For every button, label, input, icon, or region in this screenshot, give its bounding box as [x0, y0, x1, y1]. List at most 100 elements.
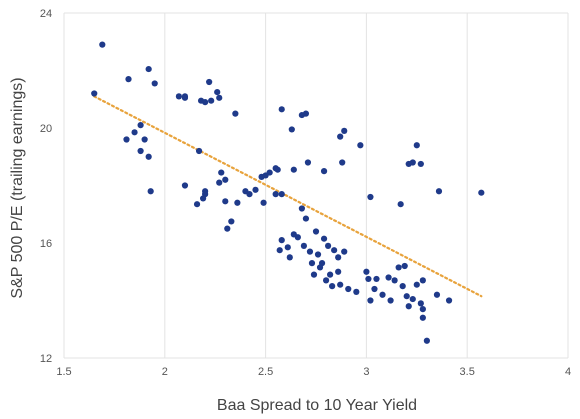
data-point — [327, 271, 334, 278]
data-point — [337, 281, 344, 288]
data-point — [151, 80, 158, 87]
data-point — [405, 303, 412, 310]
data-point — [206, 78, 213, 86]
y-tick-label: 20 — [40, 123, 52, 135]
data-point — [419, 277, 426, 284]
data-points — [91, 41, 485, 344]
data-point — [413, 281, 420, 288]
data-point — [345, 285, 352, 293]
x-tick-labels: 1.5 2 2.5 3 3.5 4 — [56, 366, 571, 378]
data-point — [181, 182, 189, 189]
data-point — [409, 295, 416, 303]
data-point — [141, 136, 148, 143]
data-point — [260, 199, 267, 206]
data-point — [385, 274, 392, 281]
x-tick-label: 1.5 — [56, 366, 71, 378]
data-point — [91, 90, 98, 97]
data-point — [337, 133, 344, 140]
data-point — [423, 337, 430, 344]
data-point — [419, 306, 426, 313]
data-point — [202, 99, 209, 106]
data-point — [373, 275, 380, 283]
data-point — [125, 76, 132, 83]
data-point — [274, 166, 281, 173]
data-point — [335, 254, 342, 261]
data-point — [306, 248, 314, 255]
data-point — [123, 136, 130, 143]
data-point — [401, 262, 408, 270]
data-point — [300, 242, 308, 249]
grid-lines — [63, 12, 569, 359]
data-point — [417, 160, 424, 168]
x-axis-title: Baa Spread to 10 Year Yield — [217, 397, 417, 414]
data-point — [294, 234, 301, 241]
data-point — [310, 271, 318, 278]
y-tick-label: 16 — [40, 238, 52, 250]
data-point — [278, 106, 285, 113]
data-point — [417, 300, 424, 307]
data-point — [208, 97, 215, 104]
data-point — [290, 166, 297, 173]
data-point — [433, 291, 441, 298]
data-point — [302, 215, 310, 222]
data-point — [145, 65, 152, 73]
data-point — [262, 172, 269, 179]
data-point — [272, 191, 279, 198]
x-tick-label: 3.5 — [460, 366, 475, 378]
data-point — [320, 168, 328, 175]
data-point — [316, 264, 324, 271]
x-tick-label: 3 — [363, 366, 369, 378]
data-point — [445, 297, 453, 304]
data-point — [365, 275, 372, 283]
data-point — [147, 188, 154, 195]
data-point — [341, 127, 348, 134]
data-point — [222, 176, 229, 183]
data-point — [252, 186, 259, 193]
data-point — [228, 218, 235, 225]
data-point — [335, 268, 342, 275]
data-point — [137, 147, 144, 155]
data-point — [339, 159, 346, 166]
data-point — [214, 88, 221, 96]
data-point — [234, 199, 241, 206]
data-point — [379, 291, 386, 298]
y-tick-labels: 12 16 20 24 — [40, 8, 52, 365]
data-point — [399, 283, 406, 290]
data-point — [224, 225, 231, 232]
data-point — [232, 110, 239, 117]
data-point — [99, 41, 106, 48]
data-point — [357, 142, 364, 149]
data-point — [419, 314, 426, 321]
y-axis-title: S&P 500 P/E (trailing earnings) — [9, 77, 26, 298]
data-point — [195, 147, 203, 155]
data-point — [341, 248, 348, 255]
data-point — [331, 247, 338, 254]
data-point — [363, 268, 370, 275]
data-point — [314, 251, 322, 258]
data-point — [308, 260, 316, 267]
data-point — [329, 283, 336, 290]
data-point — [222, 198, 229, 205]
data-point — [367, 193, 374, 201]
data-point — [304, 159, 312, 166]
data-point — [413, 142, 420, 149]
data-point — [278, 237, 285, 244]
data-point — [216, 179, 223, 186]
data-point — [216, 94, 223, 101]
y-tick-label: 12 — [40, 353, 52, 365]
data-point — [435, 188, 443, 195]
data-point — [478, 189, 485, 196]
data-point — [320, 235, 328, 242]
x-tick-label: 2.5 — [258, 366, 273, 378]
data-point — [181, 93, 189, 100]
data-point — [175, 93, 183, 100]
data-point — [278, 191, 285, 198]
data-point — [246, 191, 253, 198]
data-point — [298, 205, 305, 212]
data-point — [367, 297, 374, 304]
data-point — [145, 153, 152, 160]
y-tick-label: 24 — [40, 8, 52, 20]
x-tick-label: 2 — [162, 366, 168, 378]
data-point — [302, 110, 310, 117]
